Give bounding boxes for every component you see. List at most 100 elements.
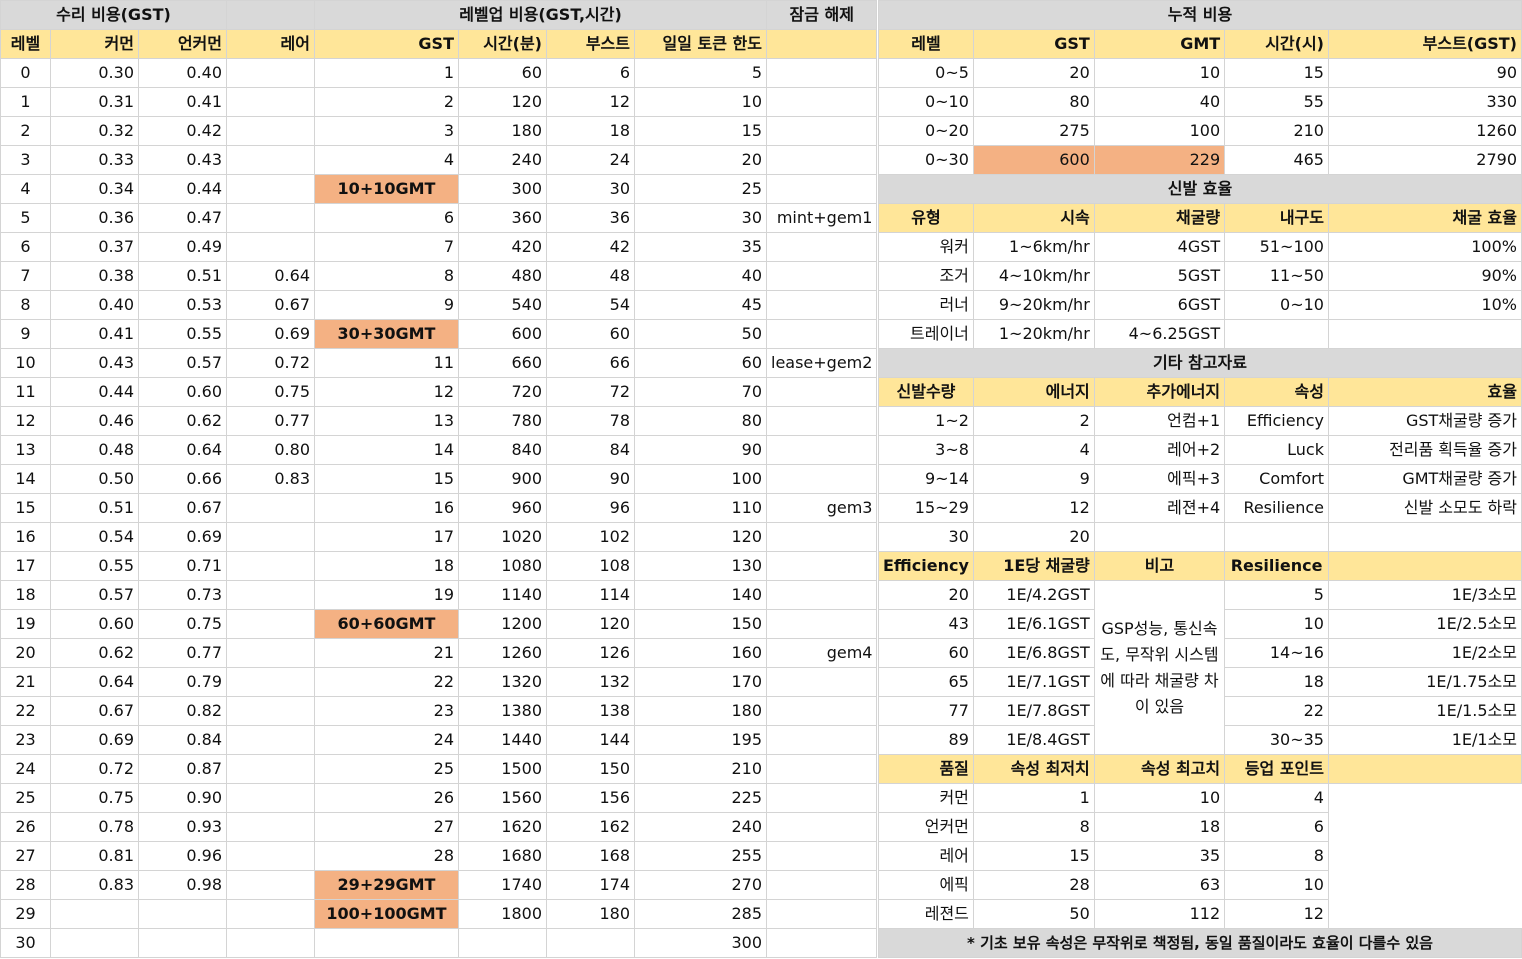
table-cell[interactable]: 0.41 [51, 320, 139, 349]
table-cell[interactable]: 11 [315, 349, 459, 378]
table-cell[interactable]: 6 [547, 59, 635, 88]
table-cell[interactable]: 160 [635, 639, 767, 668]
table-cell[interactable]: 언컴+1 [1094, 407, 1224, 436]
table-cell[interactable]: 0.51 [139, 262, 227, 291]
table-cell[interactable]: 0.82 [139, 697, 227, 726]
table-cell[interactable]: 22 [1, 697, 51, 726]
table-cell[interactable]: 60 [879, 639, 974, 668]
table-cell[interactable]: 20 [879, 581, 974, 610]
table-cell[interactable]: 0.79 [139, 668, 227, 697]
table-cell[interactable]: 18 [315, 552, 459, 581]
table-cell[interactable]: 0.75 [227, 378, 315, 407]
table-cell[interactable] [227, 494, 315, 523]
table-cell[interactable]: 1E/6.8GST [973, 639, 1094, 668]
table-cell[interactable]: lease+gem2 [767, 349, 877, 378]
column-header[interactable]: 레어 [227, 30, 315, 59]
table-cell[interactable]: 1E/4.2GST [973, 581, 1094, 610]
table-cell[interactable]: 1380 [459, 697, 547, 726]
table-cell[interactable]: 0.38 [51, 262, 139, 291]
table-cell[interactable]: 275 [973, 117, 1094, 146]
table-cell[interactable] [227, 726, 315, 755]
table-cell[interactable] [767, 929, 877, 958]
table-cell[interactable]: 140 [635, 581, 767, 610]
table-cell[interactable]: 0.66 [139, 465, 227, 494]
table-cell[interactable]: 330 [1328, 88, 1521, 117]
column-header[interactable]: 유형 [879, 204, 974, 233]
table-cell[interactable]: 108 [547, 552, 635, 581]
table-cell[interactable]: 레어 [879, 842, 974, 871]
table-cell[interactable]: 28 [973, 871, 1094, 900]
table-cell[interactable]: 0 [1, 59, 51, 88]
table-cell[interactable]: 156 [547, 784, 635, 813]
table-cell[interactable] [767, 610, 877, 639]
table-cell[interactable]: 0.41 [139, 88, 227, 117]
table-cell[interactable]: 조거 [879, 262, 974, 291]
table-cell[interactable]: 0.96 [139, 842, 227, 871]
table-cell[interactable]: 15 [1225, 59, 1329, 88]
table-cell[interactable]: 240 [459, 146, 547, 175]
table-cell[interactable]: 15 [973, 842, 1094, 871]
table-cell[interactable]: 3 [315, 117, 459, 146]
table-cell[interactable]: 커먼 [879, 784, 974, 813]
table-cell[interactable]: 30~35 [1225, 726, 1329, 755]
table-cell[interactable] [227, 610, 315, 639]
table-cell[interactable]: 20 [973, 59, 1094, 88]
table-cell[interactable]: 54 [547, 291, 635, 320]
table-cell[interactable]: 300 [459, 175, 547, 204]
table-cell[interactable]: 0.50 [51, 465, 139, 494]
table-cell[interactable]: 14 [315, 436, 459, 465]
table-cell[interactable]: 270 [635, 871, 767, 900]
column-header[interactable]: 레벨 [879, 30, 974, 59]
table-cell[interactable]: 5 [1, 204, 51, 233]
table-cell[interactable] [1328, 523, 1521, 552]
column-header[interactable] [1328, 552, 1521, 581]
table-cell[interactable]: 360 [459, 204, 547, 233]
column-header[interactable]: 속성 최고치 [1094, 755, 1224, 784]
table-cell[interactable]: 25 [315, 755, 459, 784]
table-cell[interactable]: 60 [635, 349, 767, 378]
table-cell[interactable]: 0.67 [227, 291, 315, 320]
table-cell[interactable] [227, 842, 315, 871]
table-cell[interactable]: Comfort [1225, 465, 1329, 494]
table-cell[interactable]: 36 [547, 204, 635, 233]
table-cell[interactable]: 12 [1225, 900, 1329, 929]
table-cell[interactable]: 780 [459, 407, 547, 436]
table-cell[interactable]: 0.90 [139, 784, 227, 813]
table-cell[interactable]: 3~8 [879, 436, 974, 465]
table-cell[interactable]: 8 [1, 291, 51, 320]
table-cell[interactable]: 0.75 [51, 784, 139, 813]
table-cell[interactable]: 18 [1, 581, 51, 610]
table-cell[interactable]: 229 [1094, 146, 1224, 175]
table-cell[interactable]: 0.67 [139, 494, 227, 523]
table-cell[interactable]: 0.47 [139, 204, 227, 233]
table-cell[interactable]: 43 [879, 610, 974, 639]
table-cell[interactable] [1225, 320, 1329, 349]
table-cell[interactable]: 1080 [459, 552, 547, 581]
table-cell[interactable]: 4~10km/hr [973, 262, 1094, 291]
table-cell[interactable]: 14~16 [1225, 639, 1329, 668]
table-cell[interactable]: 130 [635, 552, 767, 581]
table-cell[interactable]: 20 [973, 523, 1094, 552]
table-cell[interactable]: 30 [879, 523, 974, 552]
table-cell[interactable]: 255 [635, 842, 767, 871]
table-cell[interactable]: 120 [635, 523, 767, 552]
table-cell[interactable]: 720 [459, 378, 547, 407]
table-cell[interactable]: 0.44 [51, 378, 139, 407]
table-cell[interactable]: 30 [635, 204, 767, 233]
table-cell[interactable]: 840 [459, 436, 547, 465]
table-cell[interactable] [767, 436, 877, 465]
table-cell[interactable]: 1 [315, 59, 459, 88]
table-cell[interactable] [767, 146, 877, 175]
table-cell[interactable]: 4 [315, 146, 459, 175]
table-cell[interactable] [227, 146, 315, 175]
table-cell[interactable]: 170 [635, 668, 767, 697]
column-header[interactable]: GST [315, 30, 459, 59]
table-cell[interactable]: 1440 [459, 726, 547, 755]
table-cell[interactable] [767, 581, 877, 610]
table-cell[interactable] [227, 552, 315, 581]
table-cell[interactable]: 1200 [459, 610, 547, 639]
table-cell[interactable]: 285 [635, 900, 767, 929]
table-cell[interactable]: 1680 [459, 842, 547, 871]
efficiency-note[interactable]: GSP성능, 통신속도, 무작위 시스템에 따라 채굴량 차이 있음 [1094, 581, 1224, 755]
table-cell[interactable]: 0.62 [139, 407, 227, 436]
